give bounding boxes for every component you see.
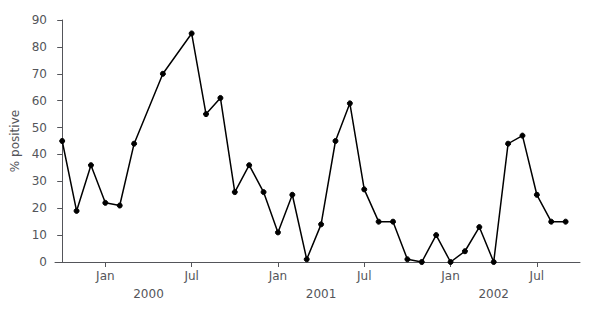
svg-text:30: 30 <box>32 174 47 188</box>
svg-text:2001: 2001 <box>306 287 337 301</box>
svg-text:20: 20 <box>32 201 47 215</box>
svg-text:90: 90 <box>32 13 47 27</box>
svg-text:2002: 2002 <box>478 287 509 301</box>
svg-text:10: 10 <box>32 228 47 242</box>
svg-text:Jul: Jul <box>183 269 198 283</box>
svg-text:Jul: Jul <box>356 269 371 283</box>
svg-text:80: 80 <box>32 40 47 54</box>
svg-text:Jan: Jan <box>440 269 460 283</box>
svg-text:2000: 2000 <box>133 287 164 301</box>
svg-text:Jan: Jan <box>268 269 288 283</box>
svg-text:60: 60 <box>32 94 47 108</box>
svg-text:40: 40 <box>32 147 47 161</box>
svg-text:Jan: Jan <box>95 269 115 283</box>
svg-text:Jul: Jul <box>529 269 544 283</box>
svg-text:50: 50 <box>32 121 47 135</box>
svg-text:% positive: % positive <box>8 110 22 172</box>
svg-text:70: 70 <box>32 67 47 81</box>
svg-text:0: 0 <box>39 255 47 269</box>
